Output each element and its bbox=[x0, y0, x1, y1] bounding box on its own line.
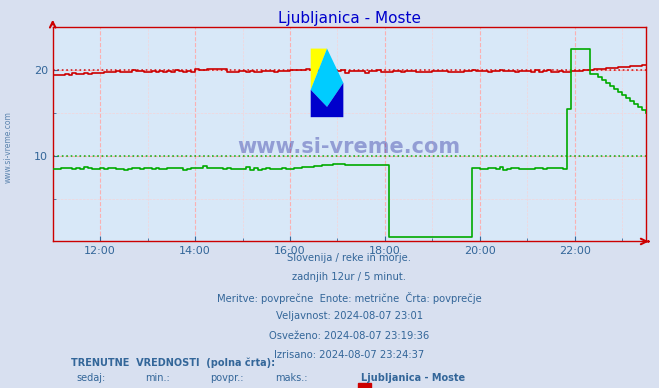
Text: www.si-vreme.com: www.si-vreme.com bbox=[4, 111, 13, 184]
Text: maks.:: maks.: bbox=[275, 373, 308, 383]
Text: Ljubljanica - Moste: Ljubljanica - Moste bbox=[361, 373, 465, 383]
Polygon shape bbox=[310, 48, 327, 90]
Text: Osveženo: 2024-08-07 23:19:36: Osveženo: 2024-08-07 23:19:36 bbox=[269, 331, 430, 341]
Text: Izrisano: 2024-08-07 23:24:37: Izrisano: 2024-08-07 23:24:37 bbox=[274, 350, 424, 360]
Text: min.:: min.: bbox=[144, 373, 169, 383]
Title: Ljubljanica - Moste: Ljubljanica - Moste bbox=[278, 11, 420, 26]
Text: povpr.:: povpr.: bbox=[210, 373, 243, 383]
Polygon shape bbox=[310, 48, 343, 107]
Text: TRENUTNE  VREDNOSTI  (polna črta):: TRENUTNE VREDNOSTI (polna črta): bbox=[71, 357, 275, 368]
Text: zadnjih 12ur / 5 minut.: zadnjih 12ur / 5 minut. bbox=[293, 272, 406, 282]
Text: sedaj:: sedaj: bbox=[76, 373, 105, 383]
Text: Slovenija / reke in morje.: Slovenija / reke in morje. bbox=[287, 253, 411, 263]
Bar bbox=[358, 383, 371, 388]
Text: Veljavnost: 2024-08-07 23:01: Veljavnost: 2024-08-07 23:01 bbox=[275, 311, 423, 321]
Text: Meritve: povprečne  Enote: metrične  Črta: povprečje: Meritve: povprečne Enote: metrične Črta:… bbox=[217, 292, 482, 304]
Polygon shape bbox=[310, 83, 343, 117]
Text: www.si-vreme.com: www.si-vreme.com bbox=[238, 137, 461, 157]
